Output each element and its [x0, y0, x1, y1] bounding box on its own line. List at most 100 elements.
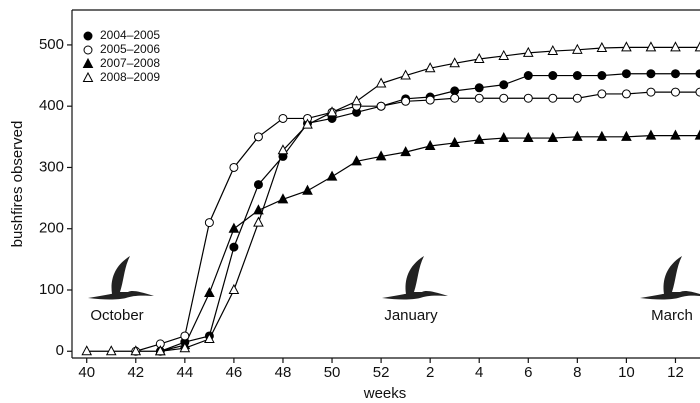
- marker: [450, 93, 460, 103]
- legend-label: 2008–2009: [100, 70, 160, 84]
- marker: [450, 86, 460, 96]
- x-tick-label: 6: [524, 364, 532, 381]
- marker: [596, 41, 608, 52]
- marker: [424, 62, 436, 73]
- marker: [81, 345, 93, 356]
- marker: [105, 345, 117, 356]
- bird-icons: [88, 256, 700, 300]
- marker: [375, 77, 387, 88]
- marker: [572, 43, 583, 54]
- marker: [499, 80, 509, 90]
- marker: [596, 130, 608, 141]
- marker: [424, 139, 436, 151]
- marker: [204, 332, 215, 344]
- marker: [401, 96, 411, 106]
- marker: [400, 69, 411, 80]
- marker: [645, 41, 657, 52]
- legend-marker: [82, 57, 94, 68]
- x-tick-label: 10: [618, 364, 635, 381]
- x-tick-label: 8: [573, 364, 581, 381]
- marker: [204, 286, 215, 298]
- marker: [646, 69, 656, 79]
- marker: [326, 106, 338, 117]
- marker: [523, 71, 533, 81]
- x-tick-label: 48: [275, 364, 292, 381]
- marker: [326, 170, 338, 181]
- marker: [646, 87, 656, 97]
- marker: [302, 184, 313, 195]
- marker: [499, 93, 509, 103]
- x-tick-label: 44: [177, 364, 194, 381]
- bird-icon: [640, 256, 700, 300]
- x-tick-label: 12: [667, 364, 684, 381]
- marker: [277, 144, 289, 155]
- marker: [548, 71, 558, 81]
- marker: [670, 129, 681, 140]
- marker: [228, 283, 240, 294]
- y-tick-label: 400: [39, 97, 64, 114]
- marker: [449, 136, 461, 147]
- marker: [179, 342, 191, 353]
- marker: [621, 89, 631, 99]
- marker: [670, 69, 680, 79]
- y-tick-label: 300: [39, 158, 64, 175]
- marker: [621, 130, 632, 141]
- annotation: January: [384, 307, 438, 324]
- marker: [498, 131, 510, 143]
- marker: [474, 93, 484, 103]
- marker: [253, 180, 263, 190]
- bird-icon: [382, 256, 448, 300]
- marker: [277, 193, 289, 204]
- annotation: March: [651, 307, 693, 324]
- x-tick-label: 40: [78, 364, 95, 381]
- marker: [180, 331, 190, 341]
- legend-label: 2005–2006: [100, 42, 160, 56]
- marker: [449, 57, 461, 68]
- marker: [670, 87, 680, 97]
- x-tick-label: 50: [324, 364, 341, 381]
- y-axis-label: bushfires observed: [9, 121, 26, 248]
- legend-marker: [83, 45, 93, 55]
- marker: [670, 41, 681, 52]
- legend-marker: [83, 31, 93, 41]
- marker: [572, 71, 582, 81]
- marker: [302, 118, 313, 129]
- marker: [473, 133, 485, 144]
- marker: [572, 130, 583, 141]
- marker: [694, 41, 700, 52]
- marker: [253, 204, 264, 215]
- marker: [351, 95, 362, 106]
- marker: [351, 155, 362, 166]
- annotation: October: [90, 307, 143, 324]
- marker: [474, 83, 484, 93]
- legend-marker: [82, 71, 94, 82]
- marker: [376, 101, 386, 111]
- marker: [645, 129, 657, 140]
- marker: [548, 93, 558, 103]
- marker: [425, 95, 435, 105]
- series-line: [86, 46, 700, 352]
- marker: [229, 242, 239, 252]
- marker: [522, 131, 534, 143]
- marker: [253, 132, 263, 142]
- x-tick-label: 4: [475, 364, 483, 381]
- marker: [154, 345, 166, 356]
- legend-label: 2007–2008: [100, 56, 160, 70]
- y-tick-label: 100: [39, 281, 64, 298]
- marker: [597, 89, 607, 99]
- x-tick-label: 46: [226, 364, 243, 381]
- marker: [695, 69, 700, 79]
- axes: [71, 9, 700, 359]
- y-tick-label: 500: [39, 36, 64, 53]
- marker: [572, 93, 582, 103]
- marker: [498, 49, 510, 60]
- marker: [547, 131, 559, 143]
- marker: [130, 345, 142, 356]
- x-tick-label: 52: [373, 364, 390, 381]
- marker: [621, 69, 631, 79]
- marker: [597, 71, 607, 81]
- marker: [473, 52, 485, 64]
- legend-label: 2004–2005: [100, 28, 160, 42]
- marker: [204, 218, 214, 228]
